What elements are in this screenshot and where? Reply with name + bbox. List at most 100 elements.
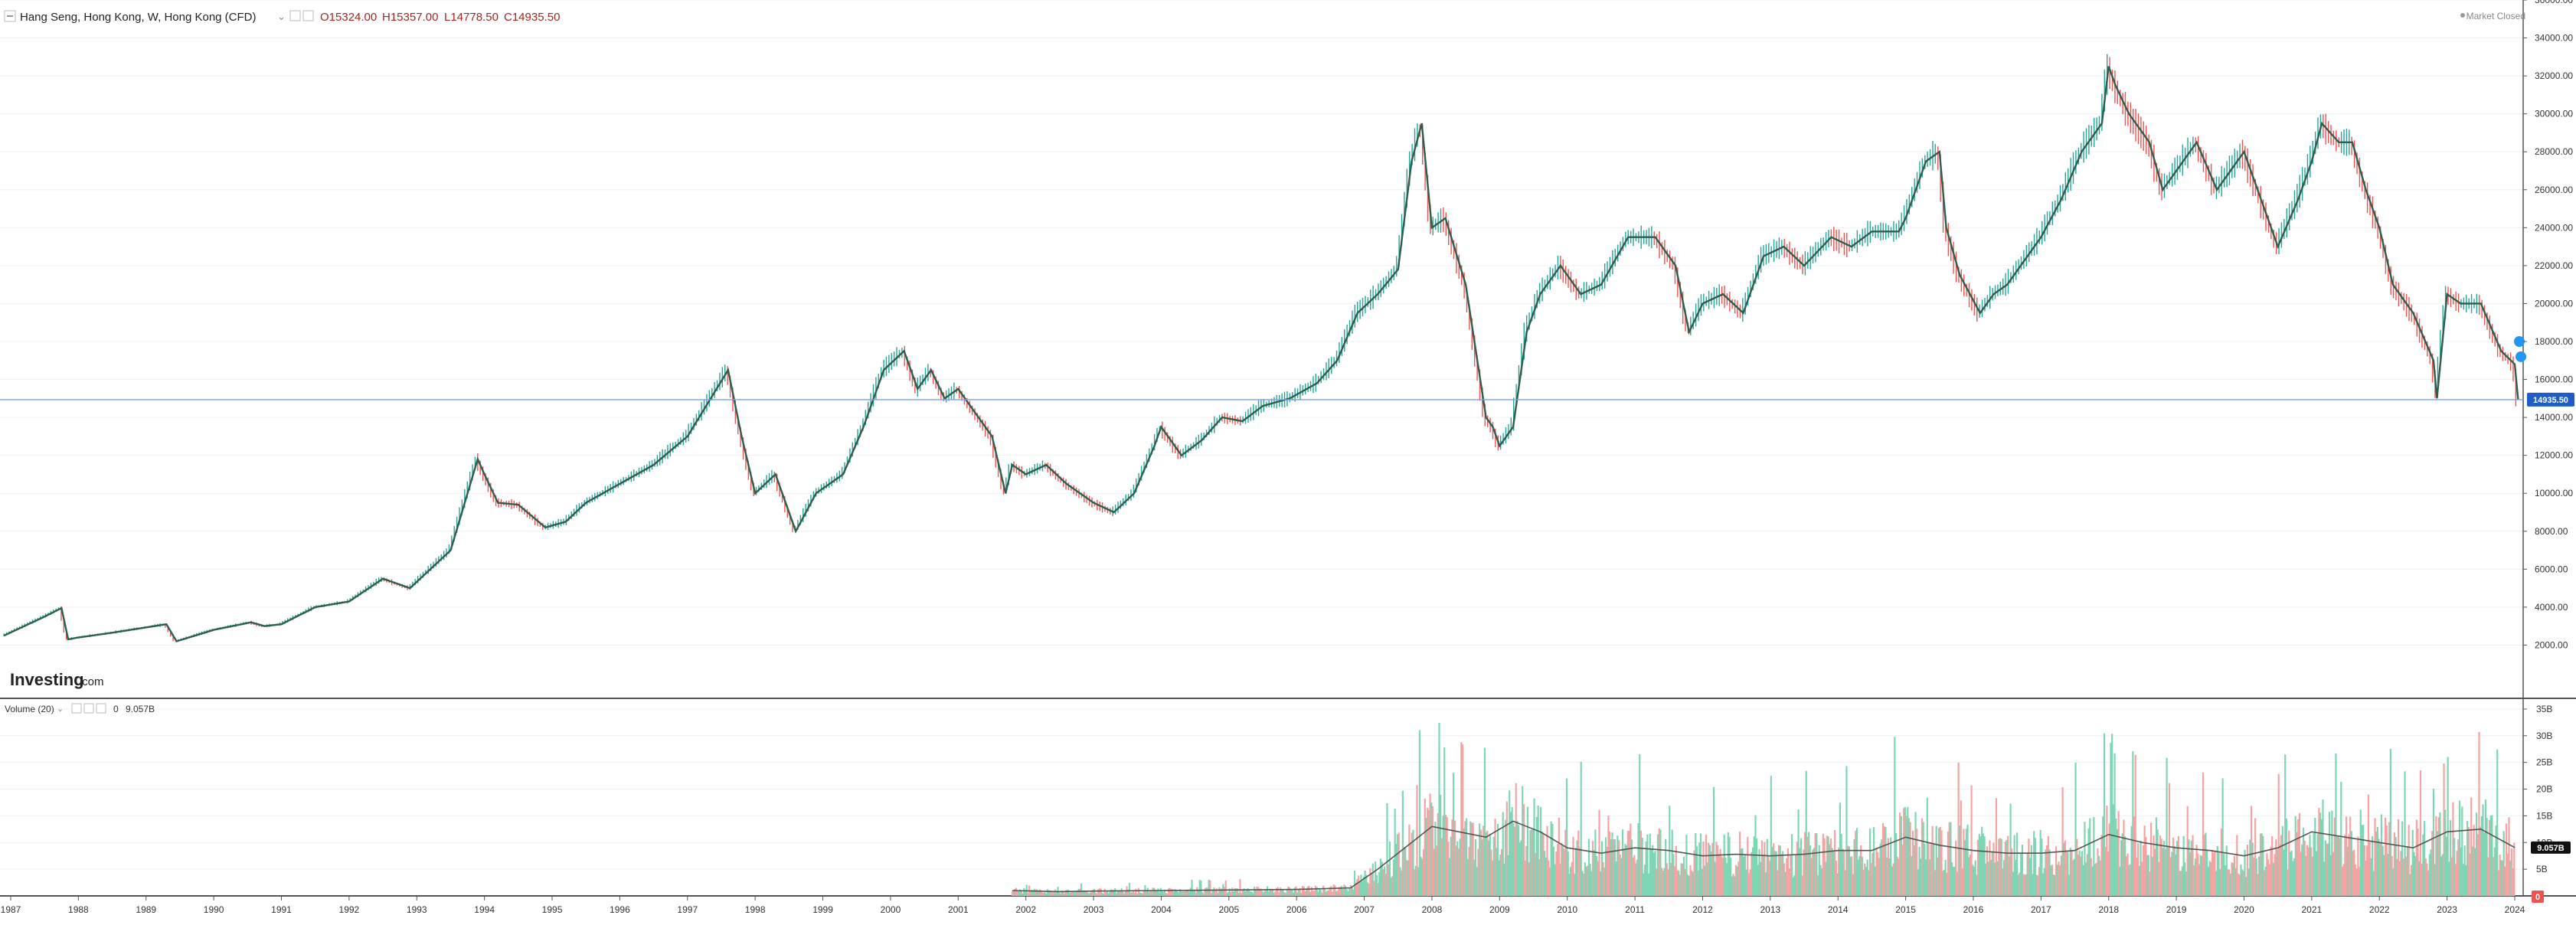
volume-bar — [1378, 871, 1381, 896]
volume-bar — [2160, 838, 2162, 896]
volume-bar — [1682, 856, 1685, 896]
volume-bar — [2182, 835, 2185, 896]
volume-bar — [1016, 891, 1018, 896]
volume-bar — [1587, 838, 1590, 896]
volume-bar — [1853, 838, 1855, 896]
volume-bar — [2074, 762, 2077, 896]
volume-bar — [2050, 865, 2052, 896]
volume-bar — [2110, 743, 2112, 896]
volume-bar — [2388, 822, 2391, 896]
volume-bar — [1927, 842, 1930, 896]
volume-bar — [2188, 839, 2190, 896]
volume-bar — [1676, 870, 1679, 896]
volume-bar — [2127, 853, 2129, 896]
volume-bar — [2272, 862, 2274, 896]
volume-bar — [1487, 840, 1490, 896]
time-axis[interactable]: 1987 1988 1989 1990 1991 1992 1993 1994 1995 1996… — [1, 896, 2525, 915]
volume-bar — [1708, 842, 1710, 896]
eye-icon[interactable] — [71, 703, 82, 714]
chevron-down-icon[interactable]: ⌄ — [277, 11, 286, 22]
volume-bar — [1522, 786, 1524, 896]
volume-bar — [1243, 888, 1245, 896]
volume-bar — [1678, 870, 1680, 896]
volume-bar — [1537, 805, 1539, 896]
volume-bar — [1280, 887, 1282, 896]
volume-bar — [1600, 841, 1603, 896]
price-axis[interactable]: 2000.00 4000.00 6000.00 8000.00 10000.00 1200… — [2523, 0, 2573, 650]
volume-bar — [1254, 890, 1257, 896]
volume-bar — [1806, 836, 1809, 896]
close-icon[interactable] — [96, 703, 106, 714]
volume-bar — [1231, 887, 1234, 896]
volume-bars[interactable] — [1011, 722, 2516, 896]
volume-bar — [1417, 867, 1420, 896]
volume-bar — [2107, 851, 2110, 896]
volume-bar — [1335, 891, 1338, 896]
volume-bar — [1067, 889, 1070, 896]
volume-bar — [1094, 892, 1097, 896]
volume-bar — [2366, 845, 2368, 896]
volume-bar — [1133, 893, 1136, 896]
volume-bar — [2132, 751, 2134, 896]
volume-bar — [2323, 861, 2326, 896]
volume-bar — [1509, 812, 1512, 896]
volume-bar — [1319, 890, 1322, 896]
volume-bar — [2484, 799, 2487, 896]
volume-bar — [1933, 843, 1935, 896]
volume-axis[interactable]: 5B10B15B20B25B30B35B — [2523, 704, 2552, 874]
volume-bar — [2480, 826, 2482, 896]
volume-bar — [1813, 848, 1816, 896]
volume-alert-badge[interactable]: 0 — [2532, 891, 2544, 903]
volume-bar — [2133, 816, 2136, 896]
volume-bar — [1633, 855, 1636, 896]
settings-icon[interactable] — [83, 703, 94, 714]
volume-bar — [1894, 833, 1898, 896]
volume-bar — [1058, 892, 1061, 896]
volume-bar — [2493, 847, 2496, 896]
volume-bar — [1515, 783, 1517, 896]
volume-bar — [1577, 830, 1580, 896]
volume-bar — [1213, 887, 1215, 896]
volume-bar — [1931, 825, 1934, 896]
volume-bar — [1453, 773, 1455, 896]
volume-bar — [1296, 892, 1299, 896]
volume-bar — [2453, 838, 2456, 896]
volume-bar — [1349, 884, 1352, 896]
close-icon[interactable] — [302, 10, 314, 21]
volume-bar — [1399, 867, 1401, 896]
volume-bar — [2447, 757, 2449, 896]
volume-bar — [1323, 889, 1326, 896]
volume-bar — [1118, 891, 1120, 896]
volume-bar — [1803, 849, 1805, 896]
settings-icon[interactable] — [289, 10, 301, 21]
alert-markers[interactable] — [2514, 336, 2526, 362]
volume-bar — [1267, 891, 1270, 896]
volume-bar — [1332, 884, 1335, 896]
volume-bar — [2426, 863, 2428, 896]
volume-bar — [1239, 879, 1241, 896]
chevron-down-icon[interactable]: ⌄ — [57, 704, 64, 714]
volume-bar — [1731, 876, 1733, 896]
volume-bar — [1053, 891, 1055, 896]
volume-bar — [1466, 818, 1468, 896]
volume-bar — [1191, 879, 1193, 896]
alert-marker-icon[interactable] — [2516, 351, 2526, 362]
price-series-line[interactable] — [3, 66, 2519, 642]
volume-bar — [1892, 863, 1894, 896]
time-axis-label: 2008 — [1422, 904, 1443, 915]
volume-grid — [0, 708, 2523, 870]
volume-bar — [1646, 834, 1649, 896]
volume-bar — [1210, 893, 1213, 896]
volume-bar — [2246, 845, 2249, 896]
volume-alert-badge-bg[interactable] — [2532, 891, 2544, 903]
volume-indicator-label[interactable]: Volume (20) — [5, 704, 54, 714]
volume-bar — [2255, 858, 2257, 896]
volume-bar — [1626, 830, 1630, 896]
volume-bar — [2417, 829, 2419, 896]
time-axis-label: 2003 — [1084, 904, 1104, 915]
volume-bar — [1782, 851, 1784, 896]
alert-marker-icon[interactable] — [2514, 336, 2525, 347]
volume-header: Volume (20) ⌄ 0 9.057B — [5, 703, 155, 714]
volume-bar — [2055, 846, 2058, 896]
volume-bar — [1031, 890, 1033, 896]
